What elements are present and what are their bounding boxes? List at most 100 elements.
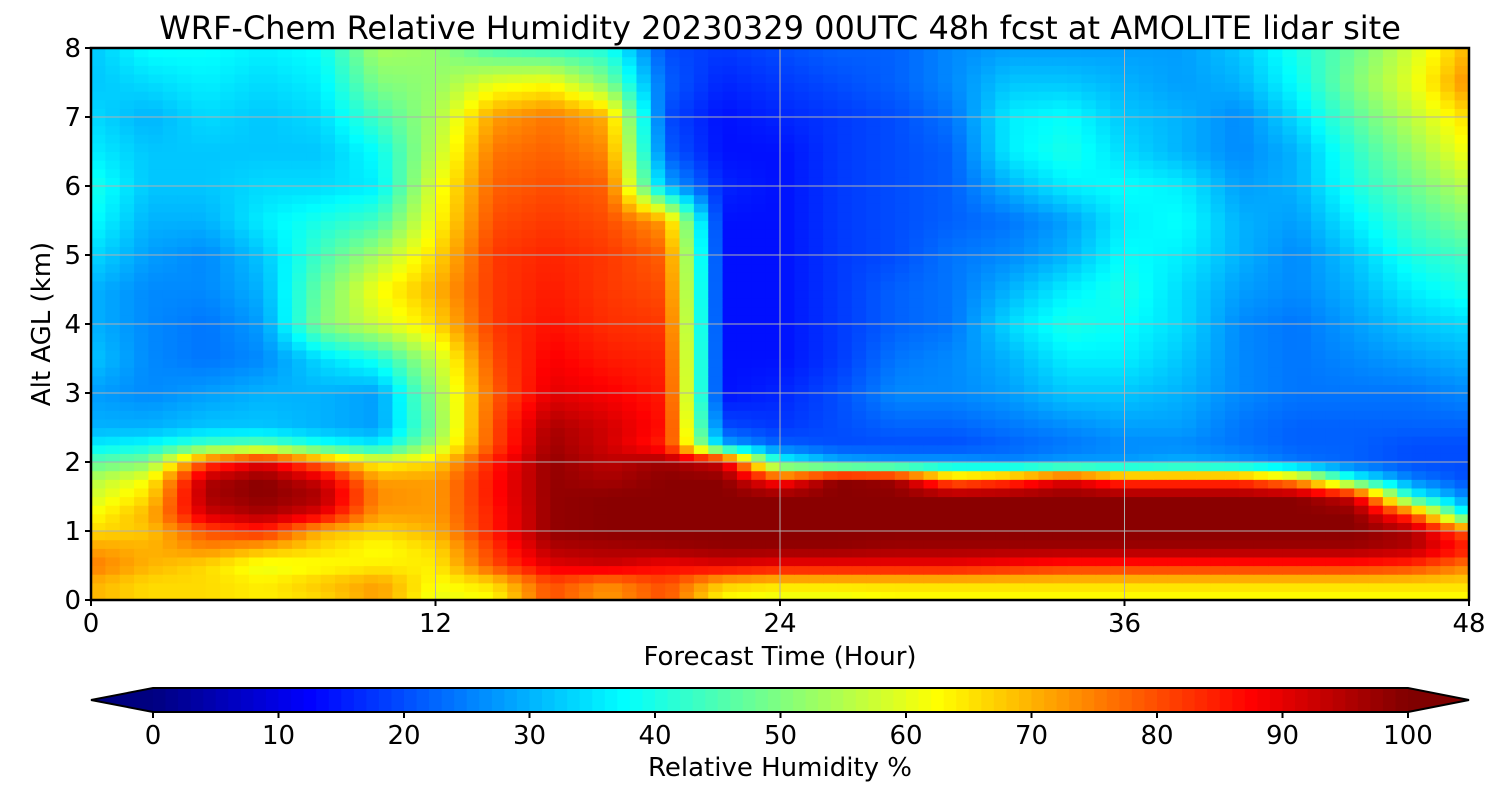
rh-cell — [1397, 505, 1413, 515]
rh-cell — [1138, 246, 1154, 256]
rh-cell — [1224, 177, 1240, 187]
rh-cell — [1224, 479, 1240, 489]
rh-cell — [966, 539, 982, 549]
rh-cell — [1196, 220, 1212, 230]
rh-cell — [650, 401, 666, 411]
rh-cell — [191, 263, 207, 273]
rh-cell — [449, 522, 465, 532]
rh-cell — [823, 194, 839, 204]
rh-cell — [1224, 444, 1240, 454]
rh-cell — [579, 203, 594, 213]
rh-cell — [1397, 332, 1413, 342]
rh-cell — [622, 427, 638, 437]
rh-cell — [1268, 487, 1283, 498]
rh-cell — [363, 470, 379, 480]
rh-cell — [363, 349, 379, 360]
rh-cell — [636, 358, 652, 368]
rh-cell — [421, 470, 437, 480]
rh-cell — [306, 194, 322, 204]
rh-cell — [378, 220, 394, 230]
rh-cell — [1009, 177, 1025, 187]
rh-cell — [1382, 531, 1398, 541]
rh-cell — [1296, 168, 1312, 178]
rh-cell — [1325, 194, 1341, 204]
rh-cell — [119, 142, 135, 153]
rh-cell — [1268, 548, 1283, 558]
rh-cell — [808, 410, 824, 420]
rh-cell — [421, 168, 437, 178]
rh-cell — [1124, 574, 1140, 584]
rh-cell — [91, 384, 106, 394]
rh-cell — [291, 367, 307, 377]
rh-cell — [1425, 444, 1441, 454]
rh-cell — [191, 418, 207, 429]
rh-cell — [449, 548, 465, 558]
rh-cell — [478, 289, 494, 299]
rh-cell — [909, 203, 925, 213]
rh-cell — [91, 142, 106, 153]
rh-cell — [1239, 160, 1255, 170]
rh-cell — [851, 220, 867, 230]
rh-cell — [1325, 548, 1341, 558]
rh-cell — [837, 522, 853, 532]
rh-cell — [105, 324, 121, 334]
rh-cell — [1224, 427, 1240, 437]
rh-cell — [980, 160, 996, 170]
rh-cell — [119, 324, 135, 334]
rh-cell — [980, 168, 996, 178]
rh-cell — [564, 341, 580, 351]
rh-cell — [636, 324, 652, 334]
rh-cell — [119, 246, 135, 256]
rh-cell — [177, 151, 193, 161]
rh-cell — [980, 522, 996, 532]
rh-cell — [349, 358, 365, 368]
rh-cell — [1124, 306, 1140, 316]
rh-cell — [823, 513, 839, 523]
rh-cell — [1224, 289, 1240, 299]
rh-cell — [306, 548, 322, 558]
rh-cell — [134, 410, 150, 420]
rh-cell — [564, 591, 580, 600]
rh-cell — [1009, 462, 1025, 472]
rh-cell — [1382, 332, 1398, 342]
rh-cell — [665, 211, 681, 222]
rh-cell — [1268, 229, 1283, 239]
rh-cell — [1440, 505, 1456, 515]
rh-cell — [134, 246, 150, 256]
rh-cell — [421, 315, 437, 325]
rh-cell — [579, 548, 594, 558]
rh-cell — [191, 384, 207, 394]
rh-cell — [1368, 565, 1384, 575]
rh-cell — [378, 418, 394, 429]
rh-cell — [1339, 513, 1355, 523]
rh-cell — [823, 410, 839, 420]
rh-cell — [894, 151, 910, 161]
rh-cell — [995, 289, 1011, 299]
rh-cell — [492, 470, 508, 480]
rh-cell — [693, 531, 709, 541]
rh-cell — [980, 427, 996, 437]
rh-cell — [492, 462, 508, 472]
rh-cell — [693, 160, 709, 170]
rh-cell — [191, 332, 207, 342]
rh-cell — [722, 151, 738, 161]
rh-cell — [1009, 470, 1025, 480]
rh-cell — [478, 513, 494, 523]
rh-cell — [162, 436, 178, 446]
rh-cell — [980, 462, 996, 472]
rh-cell — [995, 280, 1011, 291]
rh-cell — [751, 496, 767, 506]
rh-cell — [952, 522, 968, 532]
rh-cell — [492, 522, 508, 532]
rh-cell — [378, 513, 394, 523]
rh-cell — [1196, 255, 1212, 265]
rh-cell — [449, 332, 465, 342]
rh-cell — [1354, 237, 1370, 247]
rh-cell — [1296, 513, 1312, 523]
rh-cell — [880, 263, 896, 273]
rh-cell — [1138, 522, 1154, 532]
rh-cell — [794, 168, 810, 178]
rh-cell — [1368, 505, 1384, 515]
rh-cell — [1052, 324, 1068, 334]
rh-cell — [909, 272, 925, 282]
